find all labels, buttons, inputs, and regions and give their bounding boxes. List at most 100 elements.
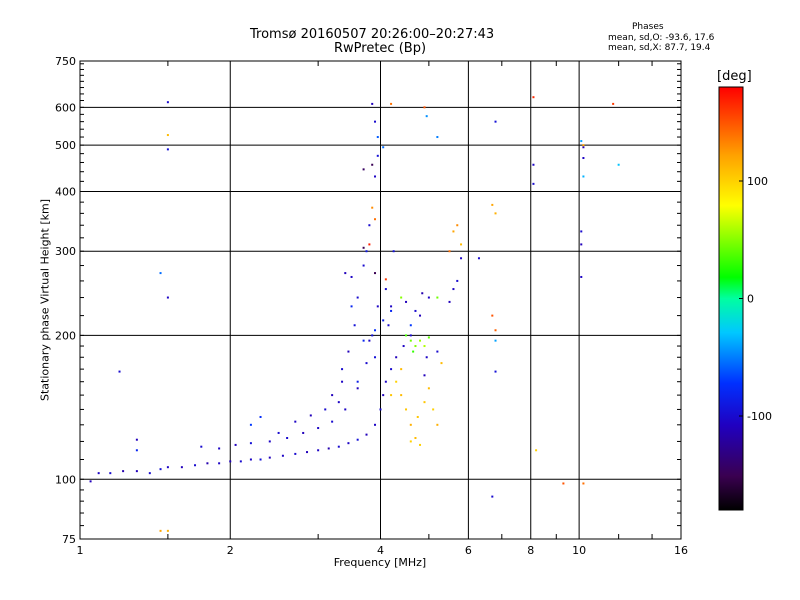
- data-point: [582, 144, 585, 147]
- data-point: [135, 438, 138, 441]
- data-point: [302, 431, 305, 434]
- data-point: [382, 319, 385, 322]
- data-point: [387, 324, 390, 327]
- data-point: [166, 466, 169, 469]
- data-point: [249, 442, 252, 445]
- data-point: [395, 356, 398, 359]
- data-point: [402, 345, 405, 348]
- x-tick-label: 8: [527, 544, 534, 557]
- data-point: [368, 339, 371, 342]
- data-point: [384, 288, 387, 291]
- data-point: [436, 136, 439, 139]
- data-point: [419, 443, 422, 446]
- data-point: [166, 296, 169, 299]
- data-point: [317, 427, 320, 430]
- data-point: [362, 339, 365, 342]
- data-point: [612, 102, 615, 105]
- data-point: [427, 296, 430, 299]
- data-point: [148, 472, 151, 475]
- data-point: [371, 206, 374, 209]
- data-point: [617, 163, 620, 166]
- data-point: [356, 387, 359, 390]
- data-point: [166, 134, 169, 137]
- data-point: [159, 468, 162, 471]
- data-point: [368, 243, 371, 246]
- data-point: [159, 272, 162, 275]
- data-point: [268, 440, 271, 443]
- data-point: [425, 356, 428, 359]
- data-point: [452, 230, 455, 233]
- stats-heading: Phases: [632, 22, 664, 32]
- colorbar-tick-label: -100: [747, 410, 772, 423]
- data-point: [365, 362, 368, 365]
- data-point: [384, 278, 387, 281]
- data-point: [97, 472, 100, 475]
- data-point: [350, 305, 353, 308]
- data-point: [268, 456, 271, 459]
- data-point: [362, 264, 365, 267]
- data-point: [448, 250, 451, 253]
- data-point: [419, 339, 422, 342]
- y-tick-label: 75: [62, 533, 76, 546]
- data-point: [362, 246, 365, 249]
- data-point: [384, 380, 387, 383]
- data-point: [456, 279, 459, 282]
- data-point: [390, 305, 393, 308]
- data-point: [362, 168, 365, 171]
- y-tick-labels: 75 100 200 300 400 500 600 750: [55, 55, 76, 546]
- data-point: [294, 452, 297, 455]
- y-tick-label: 750: [55, 55, 76, 68]
- chart-title: Tromsø 20160507 20:26:00–20:27:43: [250, 27, 495, 42]
- data-point: [580, 230, 583, 233]
- data-point: [286, 436, 289, 439]
- data-point: [331, 394, 334, 397]
- data-point: [374, 329, 377, 332]
- data-point: [374, 423, 377, 426]
- x-tick-label: 16: [674, 544, 688, 557]
- data-point: [365, 433, 368, 436]
- data-point: [400, 296, 403, 299]
- data-points: [89, 96, 620, 532]
- data-point: [494, 370, 497, 373]
- data-point: [122, 470, 125, 473]
- data-point: [350, 275, 353, 278]
- data-point: [281, 454, 284, 457]
- data-point: [356, 380, 359, 383]
- data-point: [306, 451, 309, 454]
- data-point: [166, 529, 169, 532]
- stats-x-mode: mean, sd,X: 87.7, 19.4: [608, 43, 711, 53]
- data-point: [427, 387, 430, 390]
- data-point: [259, 458, 262, 461]
- data-point: [494, 212, 497, 215]
- grid-lines: [80, 61, 681, 539]
- data-point: [89, 480, 92, 483]
- data-point: [460, 257, 463, 260]
- data-point: [392, 250, 395, 253]
- colorbar-tick-label: 0: [747, 293, 754, 306]
- data-point: [371, 163, 374, 166]
- data-point: [423, 106, 426, 109]
- data-point: [532, 163, 535, 166]
- y-tick-label: 600: [55, 101, 76, 114]
- data-point: [324, 408, 327, 411]
- data-point: [582, 157, 585, 160]
- y-tick-label: 100: [55, 473, 76, 486]
- data-point: [436, 296, 439, 299]
- data-point: [309, 414, 312, 417]
- data-point: [400, 368, 403, 371]
- y-tick-label: 300: [55, 245, 76, 258]
- data-point: [374, 175, 377, 178]
- data-point: [425, 115, 428, 118]
- data-point: [382, 146, 385, 149]
- data-point: [414, 309, 417, 312]
- data-point: [494, 339, 497, 342]
- data-point: [427, 336, 430, 339]
- data-point: [456, 224, 459, 227]
- data-point: [532, 182, 535, 185]
- chart-subtitle: RwPretec (Bp): [334, 41, 427, 56]
- x-tick-label: 10: [572, 544, 586, 557]
- data-point: [249, 423, 252, 426]
- data-point: [331, 420, 334, 423]
- data-point: [416, 415, 419, 418]
- data-point: [200, 445, 203, 448]
